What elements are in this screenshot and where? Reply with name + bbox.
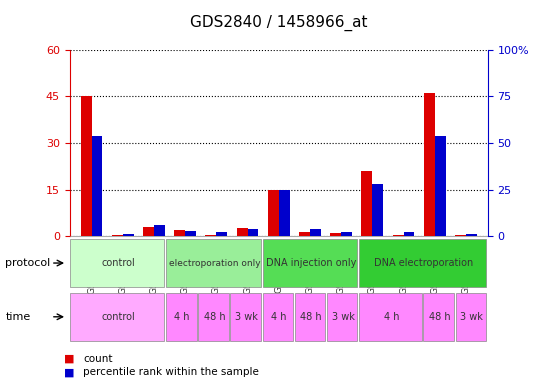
FancyBboxPatch shape bbox=[70, 239, 165, 287]
Text: protocol: protocol bbox=[5, 258, 50, 268]
Text: DNA electroporation: DNA electroporation bbox=[374, 258, 473, 268]
FancyBboxPatch shape bbox=[70, 293, 165, 341]
Text: control: control bbox=[101, 312, 135, 322]
Bar bbox=[299, 232, 310, 236]
Text: DNA injection only: DNA injection only bbox=[266, 258, 356, 268]
Bar bbox=[455, 235, 466, 236]
FancyBboxPatch shape bbox=[456, 293, 486, 341]
Text: 4 h: 4 h bbox=[271, 312, 286, 322]
Bar bbox=[361, 171, 373, 236]
Text: ■: ■ bbox=[64, 354, 75, 364]
Bar bbox=[154, 225, 165, 236]
Bar bbox=[466, 234, 477, 236]
Bar bbox=[404, 232, 414, 236]
Text: 48 h: 48 h bbox=[204, 312, 225, 322]
FancyBboxPatch shape bbox=[263, 293, 293, 341]
Bar bbox=[248, 229, 258, 236]
Text: GDS2840 / 1458966_at: GDS2840 / 1458966_at bbox=[190, 15, 368, 31]
Bar bbox=[80, 96, 92, 236]
FancyBboxPatch shape bbox=[359, 293, 422, 341]
Bar bbox=[123, 234, 133, 236]
FancyBboxPatch shape bbox=[263, 239, 358, 287]
Bar bbox=[268, 190, 279, 236]
Text: 48 h: 48 h bbox=[429, 312, 450, 322]
Bar bbox=[279, 190, 289, 236]
Bar bbox=[174, 230, 185, 236]
Text: 4 h: 4 h bbox=[384, 312, 399, 322]
FancyBboxPatch shape bbox=[166, 239, 261, 287]
Bar bbox=[92, 136, 102, 236]
Bar bbox=[424, 93, 435, 236]
FancyBboxPatch shape bbox=[295, 293, 325, 341]
FancyBboxPatch shape bbox=[327, 293, 358, 341]
Text: control: control bbox=[101, 258, 135, 268]
Bar bbox=[205, 235, 217, 236]
Text: 3 wk: 3 wk bbox=[332, 312, 354, 322]
Text: percentile rank within the sample: percentile rank within the sample bbox=[83, 367, 259, 377]
Text: time: time bbox=[5, 312, 31, 322]
Text: 48 h: 48 h bbox=[300, 312, 322, 322]
Text: electroporation only: electroporation only bbox=[169, 258, 260, 268]
Bar bbox=[373, 184, 383, 236]
Bar bbox=[392, 235, 404, 236]
FancyBboxPatch shape bbox=[166, 293, 197, 341]
Text: 3 wk: 3 wk bbox=[235, 312, 258, 322]
Text: 3 wk: 3 wk bbox=[460, 312, 483, 322]
Bar bbox=[330, 233, 341, 236]
Bar bbox=[217, 232, 227, 236]
Bar bbox=[112, 235, 123, 236]
Bar bbox=[185, 230, 196, 236]
FancyBboxPatch shape bbox=[359, 239, 486, 287]
Text: ■: ■ bbox=[64, 367, 75, 377]
Bar bbox=[143, 227, 154, 236]
Bar bbox=[341, 232, 352, 236]
Bar bbox=[310, 229, 321, 236]
FancyBboxPatch shape bbox=[198, 293, 229, 341]
Text: count: count bbox=[83, 354, 113, 364]
Bar bbox=[435, 136, 445, 236]
Bar bbox=[236, 228, 248, 236]
Text: 4 h: 4 h bbox=[175, 312, 190, 322]
FancyBboxPatch shape bbox=[423, 293, 454, 341]
FancyBboxPatch shape bbox=[230, 293, 261, 341]
